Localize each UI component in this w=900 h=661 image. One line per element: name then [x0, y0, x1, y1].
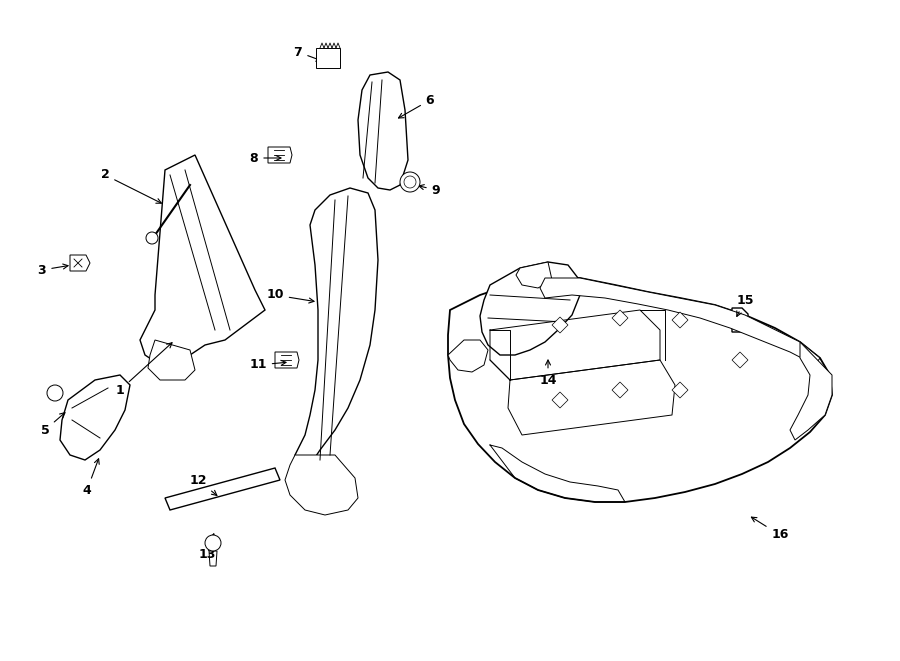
Circle shape: [146, 232, 158, 244]
Text: 10: 10: [266, 288, 314, 303]
Polygon shape: [448, 278, 832, 502]
Polygon shape: [268, 147, 292, 163]
Polygon shape: [448, 340, 488, 372]
Text: 2: 2: [101, 169, 161, 203]
Polygon shape: [70, 255, 90, 271]
Circle shape: [47, 385, 63, 401]
Text: 4: 4: [83, 459, 99, 496]
Circle shape: [400, 172, 420, 192]
Polygon shape: [358, 72, 408, 190]
Polygon shape: [480, 262, 580, 355]
Polygon shape: [790, 342, 832, 440]
Text: 12: 12: [189, 473, 217, 496]
Text: 8: 8: [249, 151, 281, 165]
Circle shape: [404, 176, 416, 188]
Polygon shape: [672, 382, 688, 398]
Polygon shape: [732, 352, 748, 368]
Text: 14: 14: [539, 360, 557, 387]
FancyBboxPatch shape: [316, 48, 340, 68]
Text: 6: 6: [399, 93, 435, 118]
Polygon shape: [612, 310, 628, 326]
Text: 5: 5: [40, 412, 65, 436]
Polygon shape: [285, 455, 358, 515]
Text: 7: 7: [293, 46, 321, 61]
Text: 13: 13: [198, 534, 216, 561]
Polygon shape: [732, 308, 748, 332]
Polygon shape: [552, 392, 568, 408]
Text: 16: 16: [752, 517, 788, 541]
Polygon shape: [516, 262, 552, 288]
Polygon shape: [60, 375, 130, 460]
Polygon shape: [540, 278, 820, 365]
Text: 15: 15: [736, 293, 754, 317]
Text: 9: 9: [418, 184, 440, 196]
Polygon shape: [295, 188, 378, 475]
Polygon shape: [165, 468, 280, 510]
Polygon shape: [552, 317, 568, 333]
Polygon shape: [612, 382, 628, 398]
Text: 3: 3: [38, 264, 68, 276]
Polygon shape: [148, 340, 195, 380]
Text: 11: 11: [249, 358, 286, 371]
Circle shape: [205, 535, 221, 551]
Polygon shape: [275, 352, 299, 368]
Polygon shape: [140, 155, 265, 370]
Polygon shape: [209, 551, 217, 566]
Text: 1: 1: [115, 342, 172, 397]
Polygon shape: [672, 312, 688, 328]
